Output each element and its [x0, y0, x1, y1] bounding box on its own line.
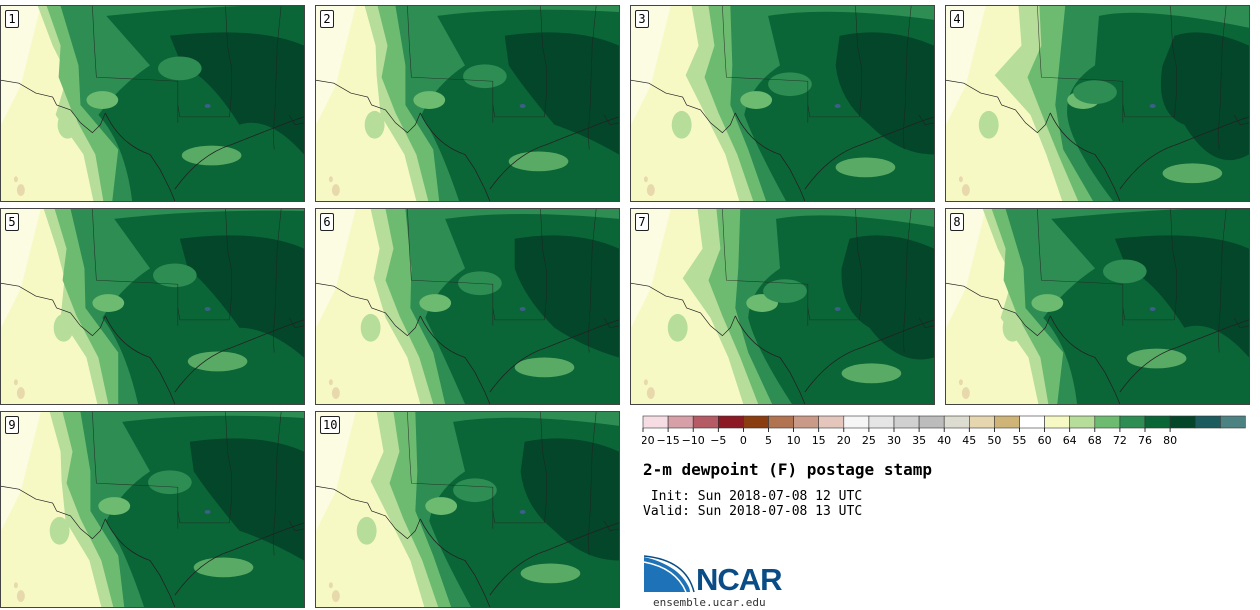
colorbar-tick-label: −20 [642, 434, 655, 447]
colorbar-swatch [1069, 415, 1096, 429]
figure-title: 2-m dewpoint (F) postage stamp [643, 460, 932, 479]
colorbar-tick-label: 45 [962, 434, 976, 447]
member-map-7: 7 [630, 208, 935, 405]
member-map-5: 5 [0, 208, 305, 405]
member-number-label: 7 [635, 213, 649, 231]
colorbar-tick-label: 50 [987, 434, 1001, 447]
colorbar-swatch [1094, 415, 1121, 429]
member-number-label: 5 [5, 213, 19, 231]
member-number-label: 6 [320, 213, 334, 231]
member-map-3: 3 [630, 5, 935, 202]
member-number-label: 10 [320, 416, 341, 434]
colorbar-tick-label: 40 [937, 434, 951, 447]
ncar-logo: NCAR [643, 555, 783, 596]
colorbar-swatch [918, 415, 945, 429]
colorbar-tick-label: 10 [787, 434, 801, 447]
member-map-4: 4 [945, 5, 1250, 202]
member-number-label: 4 [950, 10, 964, 28]
colorbar-tick-label: −15 [656, 434, 679, 447]
init-time: Init: Sun 2018-07-08 12 UTC [643, 489, 863, 504]
colorbar-tick-label: 80 [1163, 434, 1177, 447]
colorbar-swatch [718, 415, 744, 429]
colorbar-tick-label: 55 [1013, 434, 1027, 447]
member-map-10: 10 [315, 411, 620, 608]
colorbar-tick-label: 64 [1063, 434, 1077, 447]
colorbar-swatch [642, 415, 669, 429]
colorbar-swatch [667, 415, 694, 429]
member-map-1: 1 [0, 5, 305, 202]
colorbar-tick-label: 20 [837, 434, 851, 447]
member-map-9: 9 [0, 411, 305, 608]
member-map-6: 6 [315, 208, 620, 405]
colorbar-swatch [868, 415, 895, 429]
colorbar-tick-label: 72 [1113, 434, 1127, 447]
member-map-2: 2 [315, 5, 620, 202]
colorbar-swatch [943, 415, 970, 429]
colorbar-swatch [1019, 415, 1045, 429]
colorbar-tick-label: 60 [1038, 434, 1052, 447]
colorbar-swatch [768, 415, 794, 429]
colorbar-tick-label: −10 [682, 434, 705, 447]
colorbar-swatch [994, 415, 1020, 429]
colorbar-tick-label: 0 [740, 434, 747, 447]
colorbar-swatch [818, 415, 845, 429]
colorbar-swatch [1169, 415, 1196, 429]
colorbar-swatch [1119, 415, 1146, 429]
colorbar-swatch [843, 415, 870, 429]
colorbar-tick-label: 76 [1138, 434, 1152, 447]
member-number-label: 9 [5, 416, 19, 434]
colorbar-tick-label: 35 [912, 434, 926, 447]
member-map-8: 8 [945, 208, 1250, 405]
member-number-label: 3 [635, 10, 649, 28]
colorbar-tick-label: 5 [765, 434, 772, 447]
valid-time: Valid: Sun 2018-07-08 13 UTC [643, 504, 863, 519]
colorbar-swatch [1144, 415, 1171, 429]
colorbar-swatch [1044, 415, 1071, 429]
colorbar-tick-label: 30 [887, 434, 901, 447]
member-number-label: 8 [950, 213, 964, 231]
dewpoint-colorbar: −20−15−10 −5 0 5 10 15 20 25 30 35 40 45 50 55 60 64 68 7… [642, 415, 1246, 447]
colorbar-tick-label: 15 [812, 434, 826, 447]
colorbar-tick-label: 68 [1088, 434, 1102, 447]
svg-text:NCAR: NCAR [696, 562, 782, 596]
member-number-label: 1 [5, 10, 19, 28]
colorbar-tick-label: 25 [862, 434, 876, 447]
colorbar-swatch [893, 415, 920, 429]
colorbar-swatch [743, 415, 769, 429]
member-number-label: 2 [320, 10, 334, 28]
colorbar-swatch [1194, 415, 1221, 429]
colorbar-swatch [692, 415, 719, 429]
colorbar-tick-label: −5 [710, 434, 726, 447]
colorbar-swatch [793, 415, 820, 429]
website-label: ensemble.ucar.edu [653, 596, 766, 609]
colorbar-swatch [968, 415, 995, 429]
colorbar-swatch [1219, 415, 1246, 429]
